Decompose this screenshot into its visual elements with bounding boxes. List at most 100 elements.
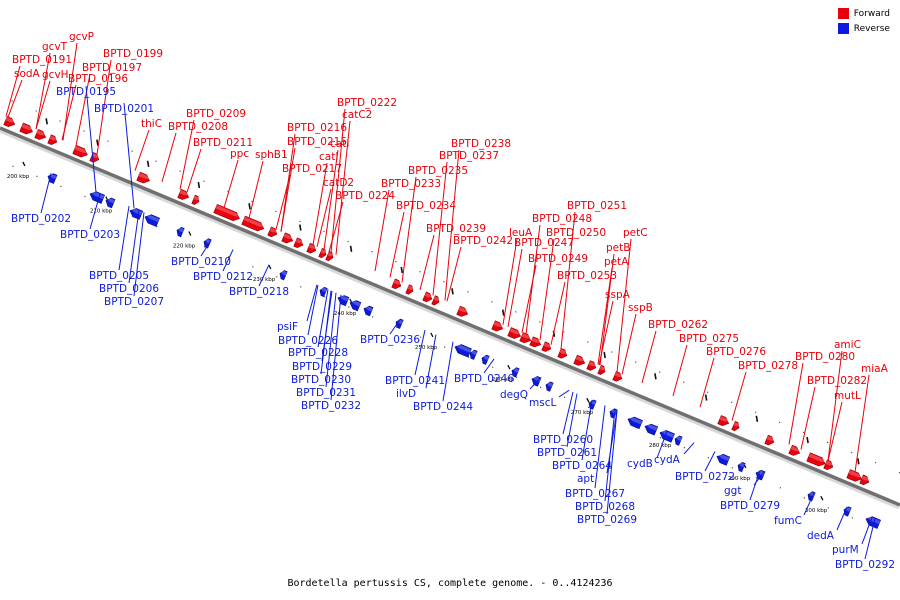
reverse-leader-line xyxy=(558,389,570,398)
forward-gene-label: BPTD_0224 xyxy=(335,190,395,202)
forward-gene-arrow xyxy=(859,474,870,486)
forward-gene-label: thiC xyxy=(141,118,162,130)
forward-gene-arrow xyxy=(717,415,730,427)
reverse-gene-label: BPTD_0241 xyxy=(385,375,445,387)
forward-gene-arrow xyxy=(281,232,294,244)
guide-dot xyxy=(444,346,446,348)
gene-body xyxy=(627,416,643,430)
forward-leader-line xyxy=(621,313,637,375)
guide-dot xyxy=(443,281,445,283)
forward-leader-line xyxy=(827,350,843,461)
reverse-gene-label: ggt xyxy=(724,485,741,497)
forward-gene-arrow xyxy=(519,332,532,344)
gene-highlight xyxy=(543,342,552,348)
gene-body xyxy=(213,203,240,222)
reverse-leader-line xyxy=(85,85,97,193)
forward-leader-line xyxy=(641,330,657,384)
forward-gene-label: BPTD_0191 xyxy=(12,54,72,66)
gene-highlight xyxy=(717,454,730,461)
guide-dot xyxy=(251,200,253,202)
gene-body xyxy=(89,152,100,163)
guide-dot xyxy=(635,361,637,363)
feature-tick xyxy=(45,118,48,125)
legend-reverse-label: Reverse xyxy=(853,23,890,34)
gene-body xyxy=(859,474,870,486)
scale-tick-label: 240 kbp xyxy=(334,311,357,317)
guide-dot xyxy=(275,210,277,213)
gene-highlight xyxy=(575,355,586,362)
reverse-gene-arrow xyxy=(531,376,542,387)
gene-highlight xyxy=(861,475,870,481)
gene-highlight xyxy=(130,208,143,216)
forward-gene-label: sspA xyxy=(605,289,631,301)
forward-gene-label: BPTD_0276 xyxy=(706,346,766,358)
forward-gene-label: BPTD_0237 xyxy=(439,150,499,162)
forward-gene-label: BPTD_0249 xyxy=(528,253,588,265)
forward-gene-label: ppc xyxy=(230,148,249,160)
forward-gene-arrow xyxy=(72,144,89,158)
forward-gene-label: gcvT xyxy=(42,41,68,53)
guide-dot xyxy=(227,190,229,192)
forward-leader-line xyxy=(62,42,78,141)
forward-leader-line xyxy=(330,108,346,253)
reverse-gene-label: BPTD_0212 xyxy=(193,271,253,283)
reverse-gene-label: BPTD_0206 xyxy=(99,283,159,295)
guide-dot xyxy=(60,185,62,188)
guide-dot xyxy=(778,421,781,423)
feature-tick xyxy=(146,160,150,167)
guide-dot xyxy=(755,411,757,413)
reverse-leader-line xyxy=(330,294,342,401)
reverse-gene-label: BPTD_0205 xyxy=(89,270,149,282)
gene-highlight xyxy=(493,321,504,327)
reverse-leader-line xyxy=(442,341,454,402)
guide-dot xyxy=(131,150,133,152)
forward-leader-line xyxy=(7,79,23,118)
forward-leader-line xyxy=(401,176,417,283)
forward-leader-line xyxy=(316,188,332,247)
forward-leader-line xyxy=(61,84,77,141)
scale-tick-label: 280 kbp xyxy=(649,443,672,449)
scale-tick-label: 200 kbp xyxy=(7,174,30,180)
forward-leader-line xyxy=(731,371,747,421)
forward-swatch xyxy=(837,8,849,19)
gene-body xyxy=(644,423,659,436)
reverse-gene-arrow xyxy=(89,191,105,204)
scale-tick-mark xyxy=(430,332,434,338)
reverse-gene-arrow xyxy=(337,295,350,307)
reverse-leader-line xyxy=(425,334,437,389)
forward-gene-arrow xyxy=(34,128,47,140)
gene-body xyxy=(674,435,683,446)
forward-leader-line xyxy=(788,362,804,445)
forward-gene-label: BPTD_0262 xyxy=(648,319,708,331)
reverse-gene-arrow xyxy=(319,286,328,298)
forward-gene-arrow xyxy=(573,354,586,366)
reverse-gene-arrow xyxy=(716,453,731,466)
gene-body xyxy=(612,371,623,382)
gene-body xyxy=(89,191,105,204)
feature-tick xyxy=(755,415,759,422)
guide-dot xyxy=(84,195,86,198)
gene-highlight xyxy=(320,287,327,293)
reverse-leader-line xyxy=(604,409,616,502)
forward-gene-arrow xyxy=(422,291,433,303)
reverse-leader-line xyxy=(836,506,848,531)
guide-dot xyxy=(587,406,590,409)
gene-highlight xyxy=(49,135,58,141)
forward-leader-line xyxy=(599,253,615,366)
forward-gene-arrow xyxy=(241,215,265,232)
reverse-gene-label: BPTD_0210 xyxy=(171,256,231,268)
reverse-gene-label: BPTD_0267 xyxy=(565,488,625,500)
forward-leader-line xyxy=(827,401,843,461)
guide-dot xyxy=(300,286,302,288)
forward-gene-arrow xyxy=(612,371,623,382)
forward-gene-arrow xyxy=(731,420,740,432)
gene-highlight xyxy=(179,189,190,196)
forward-gene-label: BPTD_0242 xyxy=(453,235,513,247)
forward-gene-arrow xyxy=(557,348,568,359)
gene-body xyxy=(717,415,730,427)
reverse-leader-line xyxy=(389,319,401,335)
forward-gene-label: miaA xyxy=(861,363,889,375)
reverse-gene-arrow xyxy=(737,461,746,473)
gene-body xyxy=(454,344,472,358)
label-leader-lines xyxy=(5,42,876,560)
